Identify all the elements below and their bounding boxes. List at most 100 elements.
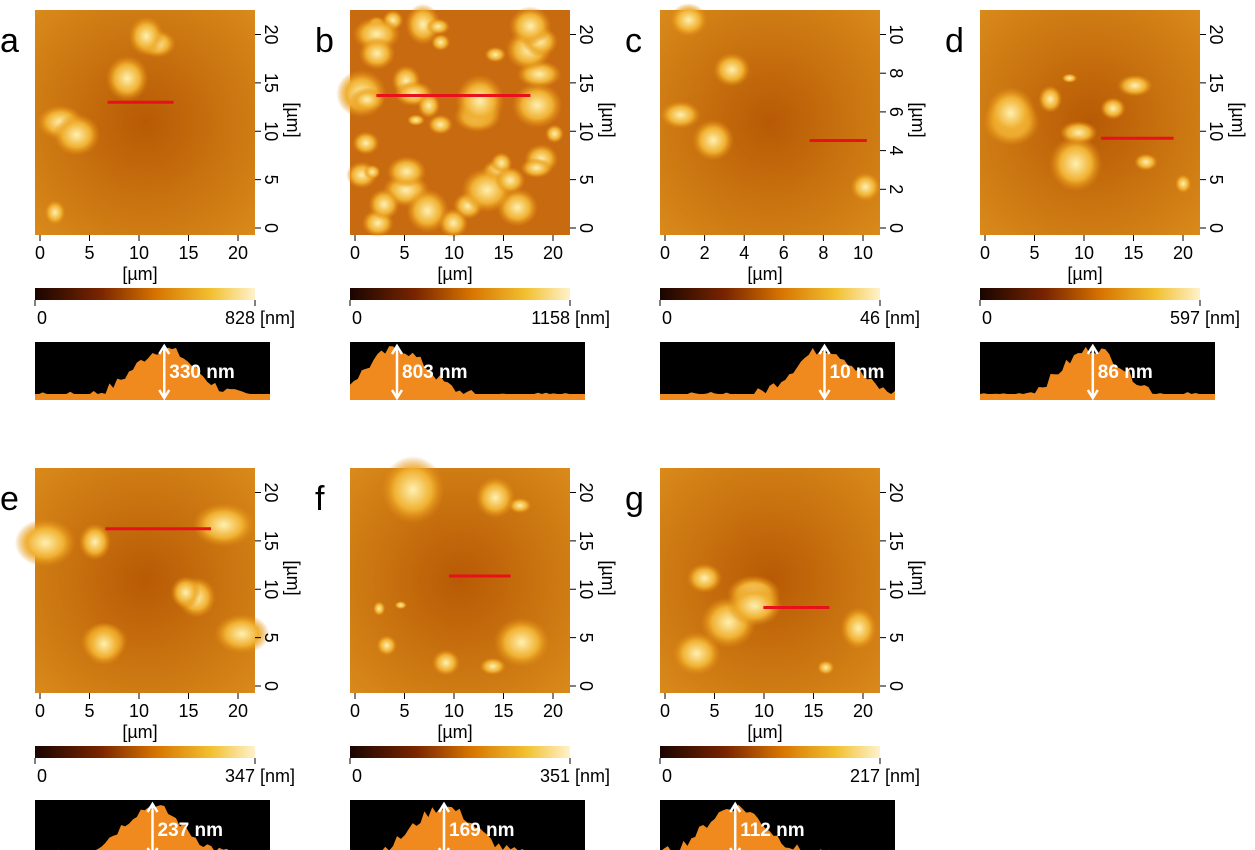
y-tick-label: 15 (886, 531, 906, 551)
flake (692, 119, 734, 160)
flake (193, 503, 255, 547)
y-tick-label: 10 (886, 579, 906, 599)
y-unit: [µm] (1228, 102, 1248, 137)
y-tick-label: 2 (886, 184, 906, 194)
flake (83, 622, 124, 665)
flake (364, 165, 381, 180)
flake (432, 650, 460, 676)
height-label: 10 nm (830, 362, 885, 383)
flake (495, 167, 525, 194)
flake (1117, 75, 1152, 97)
x-unit: [µm] (122, 722, 157, 742)
colorbar-max: 347 (225, 766, 255, 786)
y-tick-label: 5 (576, 175, 596, 185)
x-unit: [µm] (747, 722, 782, 742)
colorbar (980, 288, 1200, 300)
flake (53, 114, 100, 156)
height-label: 237 nm (158, 820, 223, 841)
x-tick-label: 5 (399, 701, 409, 721)
colorbar-min: 0 (352, 766, 362, 786)
x-tick-label: 10 (129, 701, 149, 721)
flake (727, 585, 782, 626)
x-tick-label: 0 (35, 701, 45, 721)
y-tick-label: 20 (886, 482, 906, 502)
y-tick-label: 15 (576, 73, 596, 93)
x-unit: [µm] (437, 722, 472, 742)
colorbar-unit: [nm] (260, 766, 295, 786)
y-tick-label: 20 (1206, 24, 1226, 44)
x-tick-label: 15 (493, 701, 513, 721)
flake (1100, 97, 1125, 119)
y-tick-label: 0 (261, 681, 281, 691)
panel-letter: f (315, 480, 325, 518)
flake (1049, 136, 1102, 192)
colorbar (660, 288, 880, 300)
flake (509, 6, 551, 45)
height-label: 112 nm (740, 820, 804, 841)
y-unit: [µm] (283, 560, 303, 595)
flake (428, 115, 453, 135)
x-tick-label: 10 (444, 701, 464, 721)
colorbar (350, 746, 570, 758)
height-label: 169 nm (449, 820, 514, 841)
y-tick-label: 0 (576, 223, 596, 233)
colorbar-max: 217 (850, 766, 880, 786)
x-tick-label: 15 (803, 701, 823, 721)
flake (129, 16, 164, 56)
colorbar-max: 597 (1170, 308, 1200, 328)
y-tick-label: 15 (261, 531, 281, 551)
x-tick-label: 4 (739, 243, 749, 263)
y-tick-label: 10 (1206, 121, 1226, 141)
flake (475, 477, 515, 518)
flake (1062, 74, 1077, 83)
x-tick-label: 6 (779, 243, 789, 263)
colorbar (350, 288, 570, 300)
y-tick-label: 0 (576, 681, 596, 691)
x-tick-label: 0 (660, 701, 670, 721)
panel: c0246810[µm]0246810[µm]046[nm]10 nm (625, 3, 928, 400)
y-unit: [µm] (908, 560, 928, 595)
x-tick-label: 5 (1029, 243, 1039, 263)
x-unit: [µm] (122, 264, 157, 284)
colorbar-unit: [nm] (575, 308, 610, 328)
x-tick-label: 5 (399, 243, 409, 263)
x-tick-label: 5 (709, 701, 719, 721)
flake (817, 660, 834, 674)
flake (850, 172, 880, 201)
panel-letter: c (625, 22, 642, 60)
x-unit: [µm] (437, 264, 472, 284)
flake (660, 101, 700, 129)
colorbar-min: 0 (662, 766, 672, 786)
x-tick-label: 0 (350, 243, 360, 263)
flake (494, 618, 550, 667)
flake (512, 82, 563, 128)
flake (352, 131, 379, 154)
flake (387, 156, 427, 187)
x-tick-label: 0 (35, 243, 45, 263)
colorbar-unit: [nm] (885, 308, 920, 328)
height-label: 803 nm (402, 362, 467, 383)
x-unit: [µm] (1067, 264, 1102, 284)
x-tick-label: 15 (178, 701, 198, 721)
colorbar (35, 746, 255, 758)
x-tick-label: 20 (228, 243, 248, 263)
colorbar-min: 0 (37, 766, 47, 786)
x-tick-label: 5 (84, 243, 94, 263)
y-tick-label: 15 (261, 73, 281, 93)
y-tick-label: 0 (886, 681, 906, 691)
flake (687, 563, 722, 593)
x-tick-label: 20 (1173, 243, 1193, 263)
y-tick-label: 5 (576, 633, 596, 643)
flake (44, 200, 65, 225)
flake (350, 87, 385, 112)
colorbar-max: 351 (540, 766, 570, 786)
y-unit: [µm] (598, 102, 618, 137)
flake (426, 18, 450, 34)
flake (670, 3, 708, 37)
x-tick-label: 0 (660, 243, 670, 263)
y-tick-label: 5 (1206, 175, 1226, 185)
x-tick-label: 20 (228, 701, 248, 721)
